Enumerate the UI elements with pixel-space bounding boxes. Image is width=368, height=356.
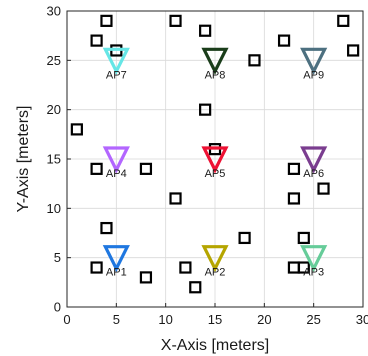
access-point-triangle [201, 47, 229, 75]
data-point-square [337, 14, 350, 27]
data-point-square [90, 261, 103, 274]
data-point-square [139, 162, 153, 175]
x-tick-label: 15 [208, 312, 222, 327]
y-tick-label: 20 [47, 102, 61, 117]
x-axis-label: X-Axis [meters] [161, 337, 269, 354]
access-point-label: AP5 [205, 168, 226, 180]
data-point-square [100, 221, 113, 235]
data-point-square [277, 34, 291, 47]
data-point-square [169, 14, 182, 27]
access-point-label: AP2 [205, 267, 226, 279]
axis-ticks: 0 5 10 15 20 25 30 0 5 10 15 20 25 30 [47, 4, 368, 328]
y-tick-label: 15 [47, 152, 61, 167]
data-point-square [179, 261, 192, 274]
data-point-square [189, 281, 202, 294]
data-point-square [199, 103, 212, 116]
access-points: AP1 AP2 AP3 AP4 AP5 AP6 AP7 AP8 AP9 [102, 47, 328, 279]
data-point-square [297, 231, 310, 245]
access-point-label: AP1 [106, 267, 127, 279]
data-point-square [139, 271, 153, 284]
y-tick-label: 0 [54, 300, 61, 315]
x-tick-label: 25 [306, 312, 320, 327]
access-point-label: AP6 [303, 168, 324, 180]
access-point-triangle [102, 47, 130, 75]
data-point-square [248, 54, 261, 67]
access-point-triangle [102, 245, 130, 273]
access-point-triangle [300, 146, 328, 174]
data-point-square [287, 192, 301, 205]
data-point-square [287, 162, 301, 175]
x-tick-label: 30 [356, 312, 368, 327]
access-point-label: AP7 [106, 69, 127, 81]
y-tick-label: 25 [47, 53, 61, 68]
x-tick-label: 20 [257, 312, 271, 327]
data-point-square [238, 231, 251, 245]
data-point-square [169, 192, 182, 205]
x-tick-label: 0 [63, 312, 70, 327]
y-tick-label: 30 [47, 4, 61, 19]
y-axis-label: Y-Axis [meters] [15, 106, 32, 213]
data-point-square [317, 182, 330, 195]
data-point-square [90, 162, 103, 175]
x-tick-label: 10 [158, 312, 172, 327]
data-point-square [347, 44, 360, 57]
data-point-square [90, 34, 103, 47]
access-point-triangle [300, 245, 328, 273]
y-tick-label: 10 [47, 201, 61, 216]
y-tick-label: 5 [54, 250, 61, 265]
access-point-label: AP3 [303, 267, 324, 279]
data-point-square [297, 261, 310, 274]
data-point-square [100, 14, 113, 27]
x-tick-label: 5 [113, 312, 120, 327]
data-point-square [199, 24, 212, 37]
access-point-triangle [300, 47, 328, 75]
access-point-label: AP9 [303, 69, 324, 81]
data-points [70, 14, 360, 294]
access-point-triangle [201, 245, 229, 273]
access-point-label: AP8 [205, 69, 226, 81]
access-point-triangle [102, 146, 130, 174]
access-point-triangle [201, 146, 229, 174]
access-point-label: AP4 [106, 168, 127, 180]
data-point-square [70, 123, 83, 136]
